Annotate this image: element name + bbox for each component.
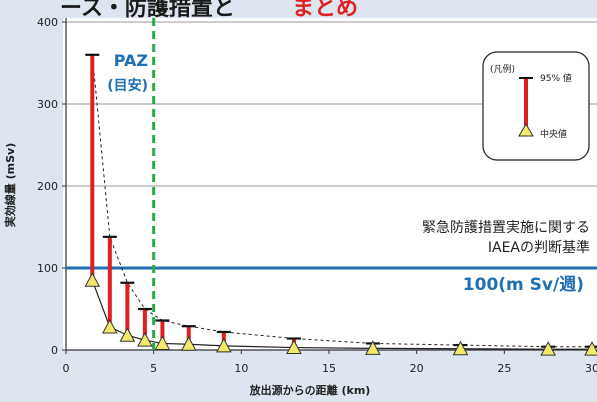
paz-label: PAZ: [114, 51, 148, 70]
x-tick-label: 15: [322, 362, 336, 375]
legend: (凡例) 95% 値 中央値: [483, 52, 589, 160]
legend-p95-label: 95% 値: [540, 72, 572, 84]
y-tick-label: 200: [37, 180, 58, 193]
header-title: ース・防護措置と: [60, 0, 235, 21]
paz-sublabel: (目安): [107, 77, 148, 94]
x-tick-label: 25: [497, 362, 511, 375]
y-axis-label: 実効線量 (mSv): [3, 143, 17, 227]
threshold-value-label: 100(m Sv/週): [463, 275, 584, 295]
x-tick-label: 5: [150, 362, 157, 375]
y-tick-label: 100: [37, 262, 58, 275]
y-tick-label: 300: [37, 98, 58, 111]
threshold-label-line1: 緊急防護措置実施に関する: [422, 220, 590, 236]
legend-heading: (凡例): [490, 63, 515, 75]
y-tick-label: 0: [51, 344, 58, 357]
legend-median-label: 中央値: [540, 128, 567, 140]
x-tick-label: 10: [234, 362, 248, 375]
header-title-red: まとめ: [292, 0, 358, 21]
y-tick-labels: 0 100 200 300 400: [37, 16, 58, 357]
y-tick-label: 400: [37, 16, 58, 29]
x-tick-label: 30: [585, 362, 597, 375]
x-tick-label: 20: [410, 362, 424, 375]
x-tick-labels: 0 5 10 15 20 25 30: [63, 350, 597, 375]
x-tick-label: 0: [63, 362, 70, 375]
threshold-label-line2: IAEAの判断基準: [488, 239, 590, 256]
x-axis-label: 放出源からの距離 (km): [249, 383, 371, 397]
